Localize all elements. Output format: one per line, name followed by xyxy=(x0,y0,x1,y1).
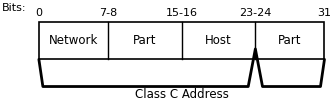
Text: Host: Host xyxy=(205,34,232,47)
Text: 0: 0 xyxy=(35,8,42,18)
Text: Part: Part xyxy=(278,34,302,47)
Text: 23-24: 23-24 xyxy=(239,8,272,18)
Text: 15-16: 15-16 xyxy=(166,8,198,18)
Text: 31: 31 xyxy=(318,8,331,18)
Text: Class C Address: Class C Address xyxy=(135,88,228,101)
Text: Part: Part xyxy=(133,34,157,47)
Text: 7-8: 7-8 xyxy=(99,8,117,18)
Text: Bits:: Bits: xyxy=(2,3,27,13)
Text: Network: Network xyxy=(49,34,98,47)
